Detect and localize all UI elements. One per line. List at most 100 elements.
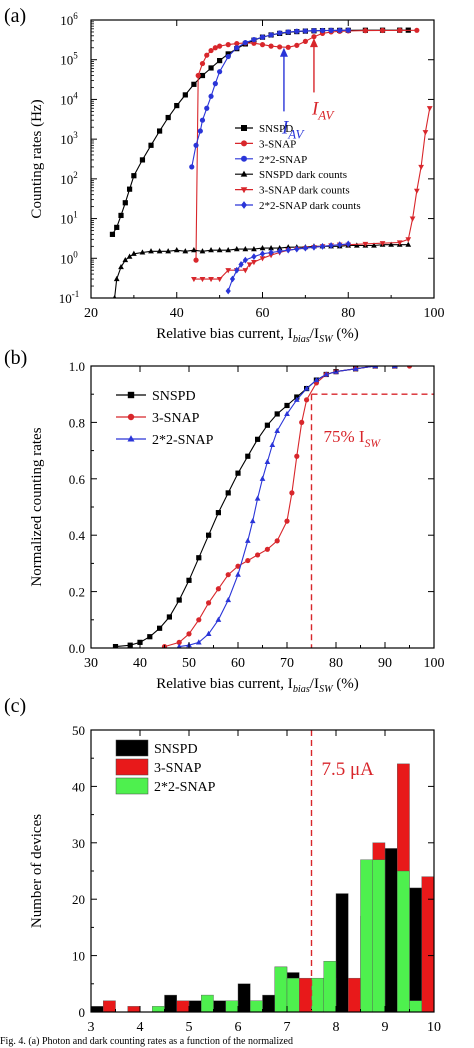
data-point [118, 212, 124, 219]
data-point [193, 142, 199, 148]
data-point [191, 247, 197, 253]
plot-area [91, 763, 434, 1012]
data-point [362, 28, 368, 34]
x-tick-label: 40 [133, 656, 147, 671]
bar [176, 1000, 190, 1012]
annotation-arrowhead [309, 38, 318, 48]
y-tick-label: 40 [72, 779, 85, 794]
bar [201, 994, 214, 1012]
data-point [379, 27, 386, 34]
data-point [156, 248, 163, 254]
y-tick-label: 0.4 [69, 528, 86, 543]
legend-entry: 3-SNAP [154, 761, 202, 776]
data-point [352, 366, 359, 371]
data-point [242, 39, 248, 46]
data-point [259, 245, 266, 251]
data-point [405, 237, 412, 243]
x-tick-label: 10 [427, 1020, 441, 1035]
data-point [233, 246, 240, 252]
legend-marker [240, 187, 248, 194]
bar [164, 994, 177, 1012]
bar [397, 870, 410, 1012]
x-tick-label: 3 [88, 1020, 95, 1035]
x-axis-label: Relative bias current, Ibias​/ISW​ (%) [156, 326, 359, 345]
y-axis-label: Counting rates (Hz) [29, 99, 45, 218]
panel-b: (b) 30 40 50 60 70 80 90 100 0.0 0.2 0.4 0.6 0.8 1.0 Re… [4, 347, 445, 695]
y-tick-label: 105 [60, 51, 78, 68]
bar [286, 977, 300, 1012]
annotation-label: 7.5 μA [322, 759, 375, 780]
data-point [176, 597, 182, 603]
x-tick-label: 7 [284, 1020, 291, 1035]
bar [213, 1000, 226, 1012]
legend-marker [241, 140, 247, 147]
data-point [337, 27, 343, 33]
bar [152, 1006, 165, 1012]
plot-frame [90, 729, 435, 1013]
legend-swatch [115, 739, 149, 757]
data-point [131, 173, 137, 179]
y-tick-label: 0.2 [69, 585, 85, 600]
bar [299, 977, 312, 1012]
bar [409, 1000, 422, 1012]
legend-entry: SNSPD [259, 123, 293, 135]
data-point [268, 32, 274, 38]
data-point [225, 572, 231, 578]
data-point [217, 43, 223, 49]
data-point [191, 276, 197, 283]
data-point [284, 518, 290, 524]
data-point [204, 105, 210, 111]
data-point [293, 396, 300, 402]
data-point [109, 231, 116, 237]
data-point [245, 453, 251, 459]
data-point [274, 427, 281, 433]
data-point [285, 244, 292, 250]
data-point [139, 249, 146, 255]
data-point [186, 631, 192, 637]
bar [127, 1006, 141, 1012]
x-tick-label: 6 [235, 1020, 242, 1035]
x-tick-label: 50 [182, 656, 196, 671]
data-point [277, 247, 283, 255]
data-point [255, 552, 261, 558]
data-point [157, 128, 163, 134]
data-point [264, 546, 270, 552]
legend-marker [127, 413, 135, 421]
data-point [234, 266, 240, 274]
data-point [259, 34, 266, 40]
data-point [285, 246, 291, 254]
data-point [113, 275, 120, 282]
data-point [215, 510, 221, 516]
bar [384, 848, 398, 1012]
data-point [302, 38, 308, 44]
data-point [208, 93, 214, 99]
data-point [251, 260, 257, 266]
data-point [238, 261, 244, 268]
legend-entry: SNSPD dark counts [259, 169, 347, 181]
data-point [397, 27, 403, 33]
x-tick-label: 5 [186, 1020, 193, 1035]
y-tick-label: 104 [60, 90, 78, 107]
y-tick-label: 106 [60, 11, 78, 28]
bar [323, 961, 337, 1012]
legend: SNSPD 3-SNAP 2*2-SNAP SNSPD dark counts 3-SN… [235, 123, 361, 212]
data-point [215, 586, 221, 592]
data-point [299, 419, 305, 425]
data-point [122, 256, 129, 263]
bar [91, 1006, 104, 1012]
legend-entry: 3-SNAP [152, 411, 200, 426]
data-point [328, 242, 334, 249]
data-point [225, 42, 231, 48]
legend-swatch [115, 777, 149, 795]
data-point [285, 44, 291, 50]
data-point [199, 276, 206, 283]
legend-entry: 3-SNAP [259, 138, 296, 150]
legend-marker [127, 435, 135, 442]
data-point [196, 617, 202, 623]
data-point [276, 245, 283, 251]
bar [103, 1000, 116, 1012]
data-point [277, 44, 283, 50]
x-tick-label: 60 [256, 306, 270, 321]
data-point [294, 245, 300, 253]
bar [250, 1000, 263, 1012]
